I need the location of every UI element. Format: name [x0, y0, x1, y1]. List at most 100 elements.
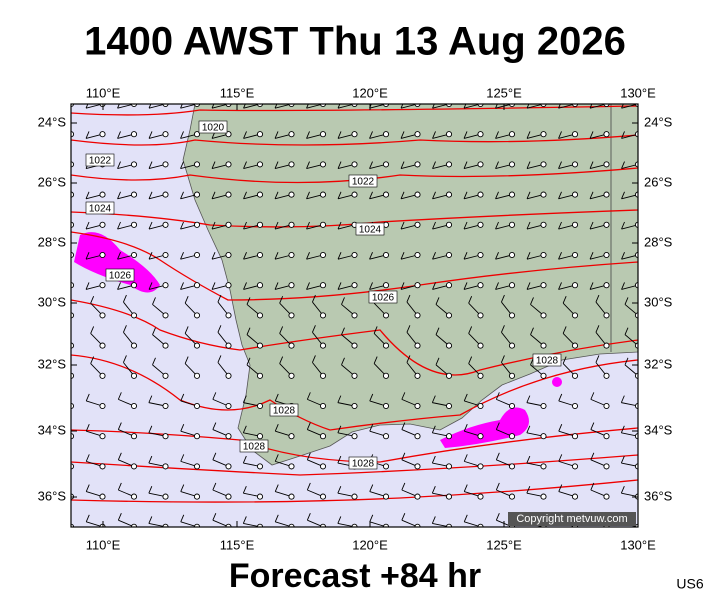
barb-feather [369, 161, 373, 169]
isobar-label-box [269, 403, 299, 417]
barb-feather [54, 456, 57, 463]
barb-staff [71, 255, 72, 256]
isobar-label: 1026 [109, 271, 132, 282]
isobar-label: 1024 [359, 225, 382, 236]
barb-feather [621, 282, 625, 290]
barb-station [540, 191, 547, 198]
barb-feather [85, 191, 90, 199]
barb-station [256, 191, 264, 198]
barb-feather [589, 282, 594, 290]
barb-station [256, 372, 264, 379]
barb-station [540, 312, 547, 319]
barb-feather [212, 392, 217, 400]
barb-feather [400, 221, 405, 230]
barb-feather [211, 221, 216, 230]
barb-feather [123, 355, 127, 363]
rain-area [74, 232, 160, 293]
barb-station [351, 372, 358, 379]
barb-feather [148, 104, 152, 109]
barb-staff [71, 134, 72, 135]
barb-feather [279, 326, 284, 334]
barb-station [99, 312, 106, 319]
isobar-label-box [348, 456, 378, 470]
barb-feather [621, 252, 625, 260]
barb-feather [495, 452, 500, 460]
barb-feather [495, 482, 500, 491]
barb-station [193, 282, 201, 289]
barb-feather [243, 161, 247, 169]
barb-feather [274, 282, 279, 290]
barb-station [162, 463, 169, 470]
barb-feather [337, 104, 341, 109]
barb-feather [432, 191, 436, 199]
barb-feather [435, 357, 440, 366]
barb-station [634, 402, 638, 410]
barb-station [162, 402, 169, 410]
barb-feather [212, 513, 217, 521]
barb-feather [184, 296, 189, 304]
barb-station [319, 221, 327, 228]
barb-feather [463, 161, 468, 169]
barb-feather [306, 513, 311, 521]
barb-feather [620, 425, 625, 433]
barb-feather [337, 425, 342, 433]
barb-station [162, 221, 169, 228]
barb-station [193, 372, 201, 379]
barb-station [414, 221, 421, 228]
barb-feather [274, 454, 279, 462]
isobar-label-box [85, 153, 115, 167]
barb-feather [117, 252, 121, 260]
barb-feather [55, 252, 58, 259]
barb-station [130, 131, 138, 138]
barb-feather [562, 296, 567, 304]
barb-feather [620, 486, 625, 494]
barb-station [162, 433, 169, 440]
barb-feather [432, 221, 436, 230]
barb-station [603, 493, 610, 500]
barb-feather [246, 297, 251, 305]
barb-feather [369, 484, 374, 492]
barb-station [477, 312, 484, 319]
barb-station [319, 131, 327, 138]
barb-station [351, 161, 358, 168]
barb-station [382, 131, 390, 138]
barb-station [414, 402, 421, 410]
barb-feather [595, 355, 600, 363]
barb-feather [148, 395, 153, 403]
barb-feather [274, 191, 279, 199]
barb-feather [184, 356, 189, 364]
barb-station [571, 433, 579, 440]
barb-station [477, 433, 484, 440]
barb-feather [495, 191, 499, 199]
barb-feather [373, 326, 378, 334]
barb-station [445, 402, 453, 410]
barb-feather [123, 325, 127, 333]
barb-station [571, 342, 579, 349]
barb-station [382, 191, 390, 198]
barb-station [634, 433, 638, 440]
barb-station [256, 251, 264, 259]
barb-feather [211, 252, 216, 260]
lon-label: 130°E [620, 537, 656, 552]
barb-station [319, 493, 327, 500]
barb-feather [558, 161, 562, 169]
barb-station [634, 372, 638, 379]
barb-feather [468, 296, 473, 304]
barb-feather [431, 395, 436, 403]
barb-station [382, 312, 390, 319]
lat-label: 34°S [644, 422, 673, 437]
barb-feather [431, 516, 436, 524]
barb-station [256, 493, 264, 500]
barb-feather [337, 395, 342, 403]
barb-station [414, 251, 421, 259]
barb-station [351, 251, 358, 259]
barb-station [130, 372, 138, 379]
barb-station [319, 251, 327, 259]
barb-station [319, 463, 327, 470]
barb-feather [558, 393, 563, 402]
barb-feather [152, 357, 156, 366]
barb-station [445, 372, 453, 379]
barb-feather [463, 252, 468, 260]
barb-feather [123, 294, 127, 303]
barb-station [540, 493, 547, 500]
